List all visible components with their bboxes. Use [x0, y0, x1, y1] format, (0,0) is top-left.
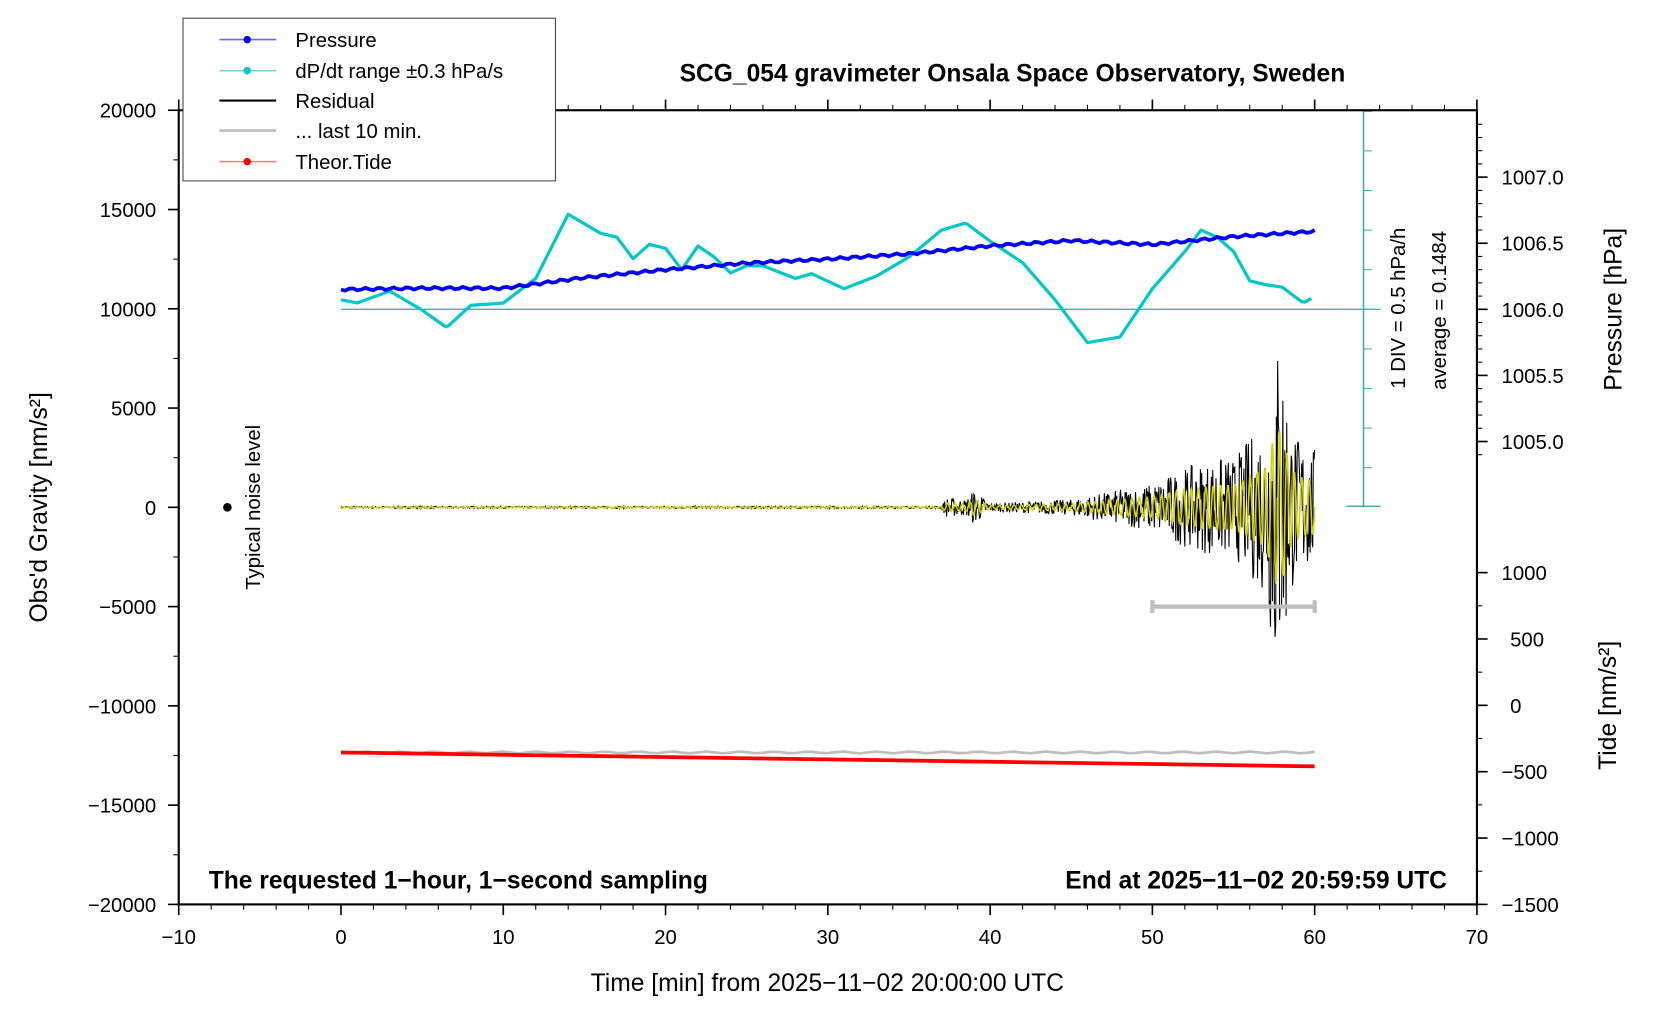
tide-tick-label: −1500: [1502, 895, 1559, 917]
pressure-tick-label: 1007.0: [1502, 168, 1564, 190]
annotation-end-time: End at 2025−11−02 20:59:59 UTC: [1065, 867, 1447, 894]
x-tick-label: 0: [335, 927, 346, 949]
x-tick-label: 10: [492, 927, 515, 949]
y-tick-label: −10000: [88, 696, 156, 718]
y-axis-label-pressure: Pressure [hPa]: [1600, 228, 1627, 391]
y-tick-label: −15000: [88, 796, 156, 818]
tide-tick-label: 0: [1510, 696, 1521, 718]
last10-line: [340, 750, 1315, 755]
noise-level-marker: [223, 503, 232, 512]
legend-pressure: Pressure: [295, 30, 376, 52]
tide-tick-label: −1000: [1502, 829, 1559, 851]
legend-dpdt-marker: [243, 66, 251, 75]
residual-filtered-line: [340, 431, 1316, 584]
y-tick-label: 15000: [100, 200, 157, 222]
legend-residual: Residual: [295, 91, 374, 113]
legend-pressure-marker: [243, 35, 251, 44]
tide-tick-label: −500: [1502, 762, 1548, 784]
y-axis-label-tide: Tide [nm/s²]: [1595, 641, 1622, 770]
dpdt-line: [340, 212, 1313, 345]
tide-tick-label: 500: [1510, 629, 1544, 651]
y-tick-label: 20000: [100, 101, 157, 123]
tide-tick-label: 1000: [1502, 563, 1547, 585]
legend: Pressure dP/dt range ±0.3 hPa/s Residual…: [182, 17, 556, 182]
legend-tide: Theor.Tide: [295, 152, 391, 174]
chart-marks: −10 0 10 20 30 40 50 60 7020000150001000050000−5…: [88, 99, 1564, 949]
x-tick-label: 60: [1303, 927, 1326, 949]
legend-dpdt: dP/dt range ±0.3 hPa/s: [295, 61, 503, 83]
pressure-tick-label: 1005.0: [1502, 432, 1564, 454]
y-axis-label-left: Obs'd Gravity [nm/s²]: [26, 392, 53, 622]
x-tick-label: 70: [1466, 927, 1489, 949]
pressure-line: [340, 228, 1316, 293]
y-tick-label: 10000: [100, 299, 157, 321]
x-tick-label: −10: [161, 927, 195, 949]
plot-frame: [177, 109, 1479, 906]
tide-line: [340, 750, 1315, 769]
noise-level-label: Typical noise level: [243, 425, 265, 590]
x-tick-label: 30: [817, 927, 840, 949]
chart-title: SCG_054 gravimeter Onsala Space Observat…: [680, 60, 1346, 87]
average-label: average = 0.1484: [1429, 231, 1451, 390]
pressure-tick-label: 1005.5: [1502, 366, 1564, 388]
legend-last10: ... last 10 min.: [295, 121, 422, 143]
x-axis-label: Time [min] from 2025−11−02 20:00:00 UTC: [591, 970, 1064, 997]
x-tick-label: 40: [979, 927, 1002, 949]
x-tick-label: 50: [1141, 927, 1164, 949]
y-tick-label: 5000: [111, 399, 156, 421]
y-tick-label: 0: [145, 498, 156, 520]
legend-tide-marker: [243, 157, 251, 166]
x-tick-label: 20: [654, 927, 677, 949]
pressure-tick-label: 1006.5: [1502, 234, 1564, 256]
y-tick-label: −20000: [88, 895, 156, 917]
pressure-tick-label: 1006.0: [1502, 300, 1564, 322]
annotation-sampling: The requested 1−hour, 1−second sampling: [209, 867, 708, 894]
y-tick-label: −5000: [99, 597, 156, 619]
div-label: 1 DIV = 0.5 hPa/h: [1388, 228, 1410, 389]
